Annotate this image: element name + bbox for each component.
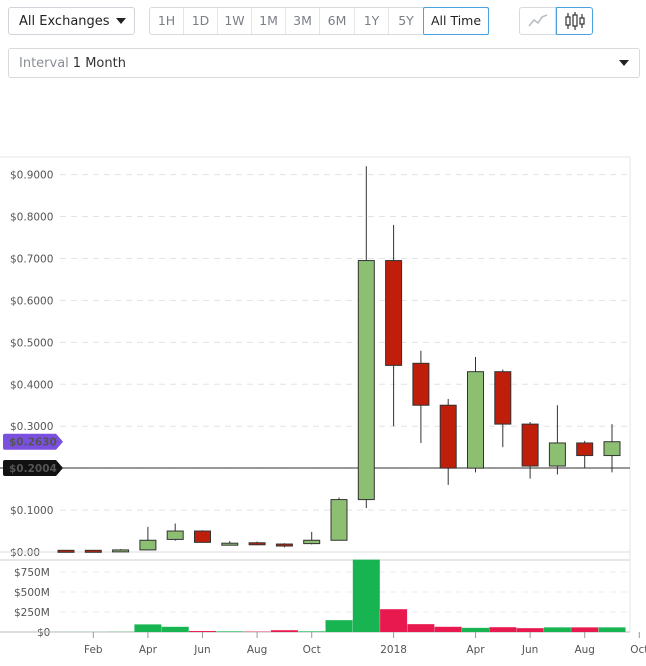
x-axis-tick-label: Jun	[193, 644, 210, 656]
caret-down-icon	[619, 60, 629, 66]
candle-body	[521, 423, 539, 467]
price-axis-tick-label: $0.9000	[10, 170, 53, 182]
candle-body	[194, 530, 211, 543]
interval-value: 1 Month	[72, 55, 126, 71]
chart-type-selector	[519, 7, 593, 35]
range-1m-button[interactable]: 1M	[252, 8, 286, 34]
time-range-selector: 1H 1D 1W 1M 3M 6M 1Y 5Y All Time	[149, 7, 489, 35]
volume-bar	[216, 631, 244, 632]
price-axis-tick-label: $0.3000	[10, 421, 53, 433]
x-axis-tick-label: Apr	[139, 644, 158, 656]
price-axis-tick-label: $0.6000	[10, 295, 53, 307]
volume-axis-tick-label: $500M	[14, 587, 50, 599]
range-5y-button[interactable]: 5Y	[389, 8, 424, 34]
range-1h-button[interactable]: 1H	[150, 8, 184, 34]
x-axis-tick-label: Aug	[247, 644, 268, 656]
volume-bar	[380, 609, 408, 632]
candle-body	[275, 543, 293, 547]
volume-bar	[298, 631, 326, 632]
range-1w-button[interactable]: 1W	[218, 8, 252, 34]
volume-axis-tick-label: $0	[37, 627, 50, 639]
candlestick-chart-button[interactable]	[556, 7, 593, 35]
volume-bar	[434, 626, 462, 632]
candle-body	[576, 442, 594, 457]
candle-body	[330, 499, 348, 541]
candle-body	[166, 530, 184, 540]
interval-dropdown[interactable]: Interval 1 Month	[8, 48, 640, 78]
range-6m-button[interactable]: 6M	[320, 8, 355, 34]
candle-body	[84, 549, 102, 553]
candle-body	[221, 542, 239, 546]
x-axis-tick-label: Oct	[303, 644, 321, 656]
volume-axis-tick-label: $750M	[14, 567, 50, 579]
volume-bar	[598, 627, 626, 632]
x-axis-tick-label: Jun	[521, 644, 538, 656]
volume-bar	[189, 631, 216, 632]
volume-axis-tick-label: $250M	[14, 607, 50, 619]
x-axis-tick-label: Apr	[466, 644, 485, 656]
volume-bar	[270, 630, 298, 632]
exchange-dropdown-value: All Exchanges	[19, 13, 110, 29]
line-chart-button[interactable]	[519, 7, 556, 35]
x-axis-tick-label: Aug	[574, 644, 595, 656]
candle-body	[494, 371, 512, 425]
line-chart-icon	[527, 14, 547, 27]
candle-body	[412, 362, 430, 406]
candle-body	[467, 371, 484, 469]
range-1d-button[interactable]: 1D	[184, 8, 218, 34]
price-axis-tick-label: $0.7000	[10, 253, 53, 265]
volume-bar	[571, 627, 599, 632]
x-axis-tick-label: Feb	[84, 644, 103, 656]
reference-price-badge	[3, 459, 63, 476]
exchange-dropdown[interactable]: All Exchanges	[8, 7, 135, 35]
candle-body	[112, 549, 130, 553]
price-axis-tick-label: $0.5000	[10, 337, 53, 349]
price-chart: $0.00$0.1000$0.2000$0.3000$0.4000$0.5000…	[0, 156, 646, 656]
volume-bar	[325, 620, 353, 632]
caret-down-icon	[116, 18, 126, 24]
candle-body	[385, 260, 403, 366]
candle-body	[139, 539, 157, 551]
range-all-time-button[interactable]: All Time	[423, 7, 489, 35]
price-axis-tick-label: $0.4000	[10, 379, 53, 391]
reference-price-label: $0.2004	[9, 463, 57, 475]
candle-body	[439, 404, 457, 469]
interval-label: Interval	[19, 55, 69, 71]
volume-bar	[161, 626, 189, 632]
volume-bar	[462, 627, 489, 632]
volume-bar	[352, 559, 380, 632]
x-axis-tick-label: Oct	[630, 644, 646, 656]
candle-body	[303, 539, 321, 545]
candle-body	[603, 441, 621, 457]
candle-body	[248, 542, 266, 546]
price-axis-tick-label: $0.1000	[10, 505, 53, 517]
candle-body	[357, 260, 375, 501]
price-axis-tick-label: $0.00	[10, 547, 40, 559]
candle-body	[57, 549, 75, 553]
volume-bar	[407, 624, 435, 632]
last-price-badge	[3, 433, 63, 450]
x-axis-tick-label: 2018	[380, 644, 407, 656]
price-axis-tick-label: $0.8000	[10, 212, 53, 224]
volume-bar	[516, 628, 544, 632]
range-3m-button[interactable]: 3M	[286, 8, 320, 34]
candlestick-icon	[564, 12, 585, 30]
range-1y-button[interactable]: 1Y	[355, 8, 389, 34]
volume-bar	[543, 627, 571, 632]
volume-bar	[134, 624, 162, 632]
candle-body	[548, 442, 566, 467]
volume-bar	[489, 627, 517, 632]
last-price-label: $0.2630	[9, 437, 57, 449]
